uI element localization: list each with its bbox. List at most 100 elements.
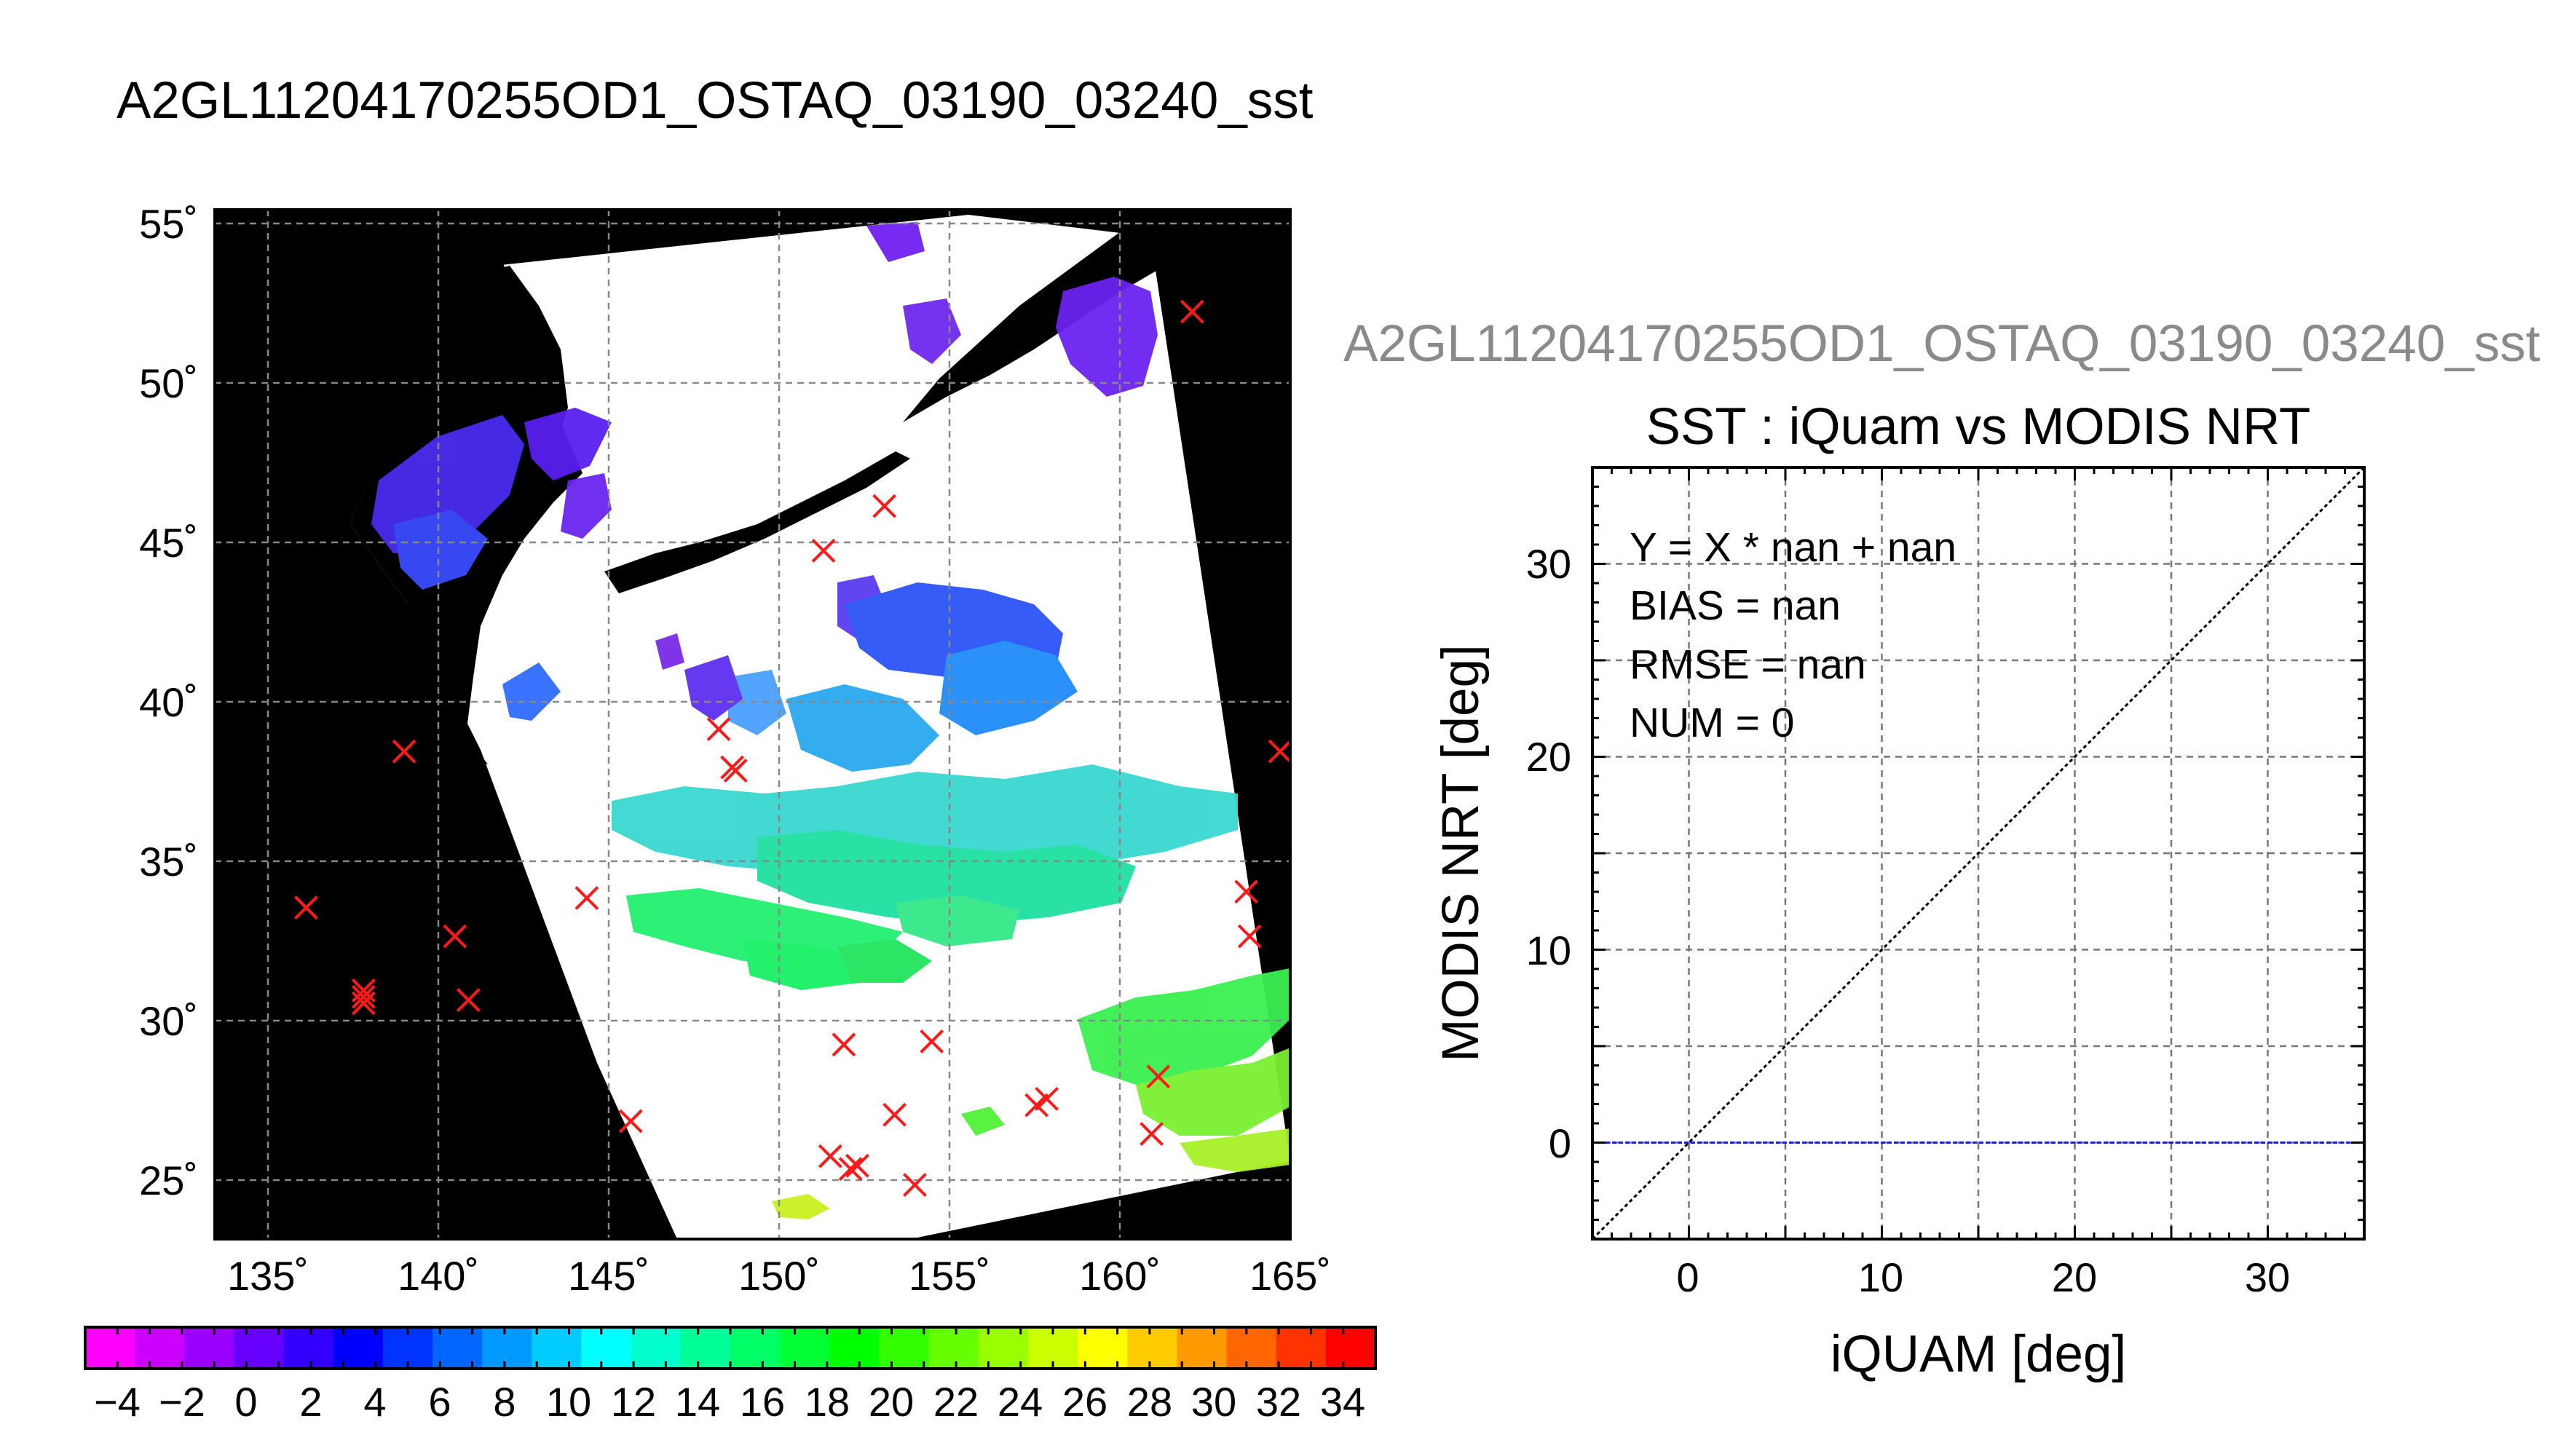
- lat-label: 40˚: [139, 679, 198, 725]
- colorbar-segment: [283, 1327, 334, 1369]
- buoy-marker: [818, 1144, 842, 1168]
- colorbar-label: −4: [94, 1379, 141, 1425]
- colorbar-segment: [928, 1327, 979, 1369]
- y-axis-label: MODIS NRT [deg]: [1432, 644, 1490, 1061]
- sst-field: [371, 222, 1290, 1219]
- lat-label: 55˚: [139, 201, 198, 247]
- scatter-plot: Y = X * nan + nan BIAS = nan RMSE = nan …: [1432, 466, 2366, 1383]
- buoy-marker: [838, 1157, 863, 1182]
- colorbar-label: 26: [1062, 1379, 1107, 1425]
- colorbar-segment: [879, 1327, 930, 1369]
- buoy-marker: [882, 1102, 907, 1127]
- colorbar-segments: [85, 1327, 1376, 1369]
- one-to-one-line: [1592, 467, 2364, 1239]
- lon-label: 155˚: [909, 1253, 990, 1299]
- colorbar-label: −2: [159, 1379, 205, 1425]
- map-lon-labels: 135˚ 140˚ 145˚ 150˚ 155˚ 160˚ 165˚: [227, 1253, 1331, 1299]
- colorbar-segment: [631, 1327, 682, 1369]
- colorbar-label: 16: [740, 1379, 785, 1425]
- colorbar-segment: [532, 1327, 583, 1369]
- buoy-marker: [706, 717, 731, 741]
- colorbar-label: 28: [1127, 1379, 1172, 1425]
- scatter-subtitle: A2GL11204170255OD1_OSTAQ_03190_03240_sst: [1343, 315, 2540, 373]
- colorbar-segment: [1325, 1327, 1376, 1369]
- lat-label: 25˚: [139, 1158, 198, 1203]
- buoy-marker: [1146, 1064, 1171, 1089]
- buoy-marker: [1237, 924, 1262, 949]
- fit-equation: Y = X * nan + nan: [1630, 524, 1956, 571]
- stats-annotations: Y = X * nan + nan BIAS = nan RMSE = nan …: [1630, 524, 1956, 746]
- colorbar-label: 10: [546, 1379, 591, 1425]
- lon-label: 160˚: [1079, 1253, 1161, 1299]
- colorbar-label: 32: [1256, 1379, 1301, 1425]
- buoy-marker: [293, 895, 318, 920]
- buoy-marker: [1268, 739, 1290, 764]
- colorbar-segment: [1127, 1327, 1177, 1369]
- buoy-marker: [1180, 299, 1204, 324]
- colorbar-label: 12: [611, 1379, 656, 1425]
- colorbar-ticks: [116, 1327, 1345, 1369]
- colorbar-segment: [581, 1327, 632, 1369]
- colorbar-label: 30: [1191, 1379, 1236, 1425]
- colorbar-labels: −4 −2 0 2 4 6 8 10 12 14 16 18 20 22 24 …: [94, 1379, 1365, 1425]
- buoy-marker: [723, 759, 748, 783]
- buoy-marker: [618, 1109, 643, 1133]
- plot-grid: [1592, 467, 2364, 1239]
- colorbar-label: 22: [933, 1379, 979, 1425]
- y-tick-labels: 0 10 20 30: [1526, 541, 1571, 1166]
- colorbar-label: 20: [869, 1379, 914, 1425]
- buoy-marker: [1140, 1122, 1164, 1146]
- colorbar-segment: [780, 1327, 830, 1369]
- y-tick-label: 10: [1526, 927, 1571, 973]
- colorbar-segment: [135, 1327, 185, 1369]
- main-title: A2GL11204170255OD1_OSTAQ_03190_03240_sst: [117, 72, 1314, 130]
- colorbar-label: 2: [299, 1379, 322, 1425]
- plot-minor-ticks: [1591, 466, 2366, 1241]
- map-frame: [213, 208, 1292, 1241]
- x-tick-label: 0: [1676, 1254, 1699, 1300]
- buoy-marker: [456, 988, 481, 1013]
- buoy-marker: [443, 924, 467, 949]
- lat-label: 45˚: [139, 520, 198, 566]
- colorbar-label: 24: [998, 1379, 1043, 1425]
- buoy-marker: [903, 1173, 927, 1197]
- buoy-marker: [872, 494, 897, 518]
- lon-label: 145˚: [568, 1253, 649, 1299]
- x-tick-label: 10: [1858, 1254, 1903, 1300]
- colorbar-label: 4: [363, 1379, 386, 1425]
- colorbar-label: 14: [675, 1379, 720, 1425]
- buoy-marker: [920, 1029, 944, 1053]
- sst-map: 55˚ 50˚ 45˚ 40˚ 35˚ 30˚ 25˚ 135˚ 140˚ 14…: [139, 201, 1331, 1299]
- colorbar-segment: [1177, 1327, 1228, 1369]
- lat-label: 35˚: [139, 839, 198, 885]
- scatter-title: SST : iQuam vs MODIS NRT: [1646, 398, 2311, 456]
- buoy-marker: [351, 984, 376, 1009]
- kamchatka-land: [903, 210, 1290, 422]
- buoy-marker: [1234, 879, 1259, 904]
- x-tick-label: 30: [2245, 1254, 2290, 1300]
- lat-label: 50˚: [139, 360, 198, 406]
- bias-value: BIAS = nan: [1630, 582, 1841, 629]
- y-tick-label: 20: [1526, 734, 1571, 780]
- num-value: NUM = 0: [1630, 700, 1794, 746]
- colorbar-label: 0: [234, 1379, 257, 1425]
- colorbar-segment: [680, 1327, 731, 1369]
- lon-label: 150˚: [738, 1253, 820, 1299]
- x-tick-labels: 0 10 20 30: [1676, 1254, 2290, 1300]
- y-tick-label: 0: [1549, 1120, 1571, 1166]
- colorbar-label: 6: [428, 1379, 451, 1425]
- buoy-marker: [351, 991, 376, 1016]
- x-axis-label: iQUAM [deg]: [1831, 1326, 2126, 1383]
- buoy-marker: [832, 1032, 856, 1057]
- lon-label: 140˚: [398, 1253, 479, 1299]
- map-lat-labels: 55˚ 50˚ 45˚ 40˚ 35˚ 30˚ 25˚: [139, 201, 198, 1203]
- colorbar-segment: [184, 1327, 234, 1369]
- colorbar-label: 34: [1320, 1379, 1365, 1425]
- buoy-marker: [845, 1153, 869, 1178]
- map-graticule: [215, 210, 1290, 1239]
- colorbar-segment: [482, 1327, 532, 1369]
- colorbar-segment: [1226, 1327, 1277, 1369]
- colorbar-segment: [1276, 1327, 1327, 1369]
- colorbar-label: 18: [805, 1379, 850, 1425]
